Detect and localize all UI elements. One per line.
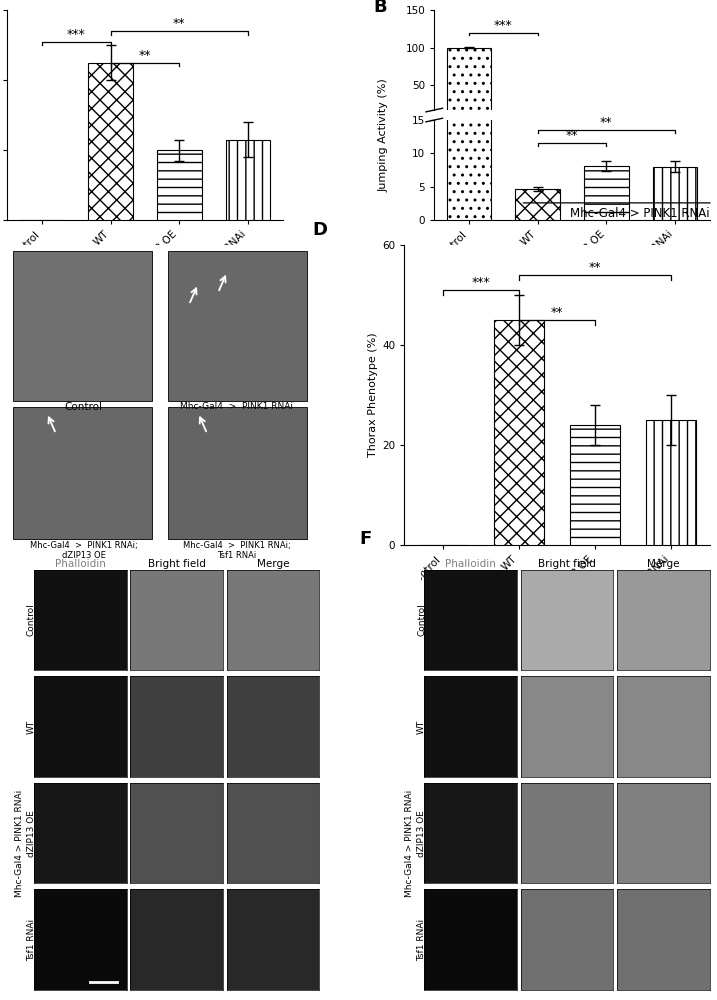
Title: Bright field: Bright field	[148, 559, 206, 569]
Y-axis label: WT: WT	[27, 720, 36, 734]
Title: Phalloidin: Phalloidin	[55, 559, 106, 569]
Bar	[14, 407, 152, 539]
Text: **: **	[173, 17, 186, 30]
Text: Mhc-Gal4  >  PINK1 RNAi;
Tsf1 RNAi: Mhc-Gal4 > PINK1 RNAi; Tsf1 RNAi	[183, 541, 291, 560]
Y-axis label: Tsf1 RNAi: Tsf1 RNAi	[417, 919, 426, 961]
Title: Phalloidin: Phalloidin	[445, 559, 496, 569]
Bar	[168, 251, 307, 401]
Bar	[516, 189, 560, 220]
Bar	[226, 140, 270, 220]
Bar	[647, 420, 696, 545]
Bar	[447, 0, 491, 220]
Text: Mhc-Gal4 > PINK1 RNAi: Mhc-Gal4 > PINK1 RNAi	[570, 207, 710, 220]
Bar	[168, 407, 307, 539]
Title: Merge: Merge	[647, 559, 680, 569]
Text: ***: ***	[67, 28, 86, 41]
Text: **: **	[138, 49, 151, 62]
Bar	[652, 167, 698, 220]
Text: F: F	[359, 530, 372, 548]
Text: **: **	[589, 261, 602, 274]
Y-axis label: dZIP13 OE: dZIP13 OE	[417, 810, 426, 857]
Y-axis label: dZIP13 OE: dZIP13 OE	[27, 810, 36, 857]
Text: Jumping Activity (%): Jumping Activity (%)	[379, 78, 389, 192]
Title: Merge: Merge	[257, 559, 290, 569]
Text: Control: Control	[65, 402, 103, 412]
Text: ***: ***	[472, 276, 490, 289]
Text: D: D	[313, 221, 328, 239]
Y-axis label: Thorax Phenotype (%): Thorax Phenotype (%)	[368, 333, 378, 457]
Bar	[584, 166, 629, 220]
Text: B: B	[374, 0, 387, 16]
Y-axis label: Tsf1 RNAi: Tsf1 RNAi	[27, 919, 36, 961]
Bar	[494, 320, 543, 545]
Y-axis label: Control: Control	[27, 604, 36, 636]
Text: Mhc-Gal4  >  PINK1 RNAi: Mhc-Gal4 > PINK1 RNAi	[181, 402, 293, 411]
Text: Mhc-Gal4 > PINK1 RNAi: Mhc-Gal4 > PINK1 RNAi	[405, 789, 414, 897]
Bar	[157, 150, 201, 220]
Y-axis label: WT: WT	[417, 720, 426, 734]
Title: Bright field: Bright field	[538, 559, 596, 569]
Bar	[88, 63, 133, 220]
Bar	[584, 117, 629, 123]
Bar	[14, 251, 152, 401]
Text: **: **	[566, 129, 579, 142]
Text: ***: ***	[494, 19, 513, 32]
Text: **: **	[551, 306, 564, 319]
Text: Mhc-Gal4 > PINK1 RNAi: Mhc-Gal4 > PINK1 RNAi	[14, 789, 24, 897]
Text: **: **	[600, 116, 612, 129]
Y-axis label: Control: Control	[417, 604, 426, 636]
Bar	[516, 119, 560, 123]
Bar	[447, 48, 491, 123]
Bar	[652, 117, 698, 123]
Bar	[571, 425, 620, 545]
Text: Mhc-Gal4  >  PINK1 RNAi;
dZIP13 OE: Mhc-Gal4 > PINK1 RNAi; dZIP13 OE	[29, 541, 138, 560]
